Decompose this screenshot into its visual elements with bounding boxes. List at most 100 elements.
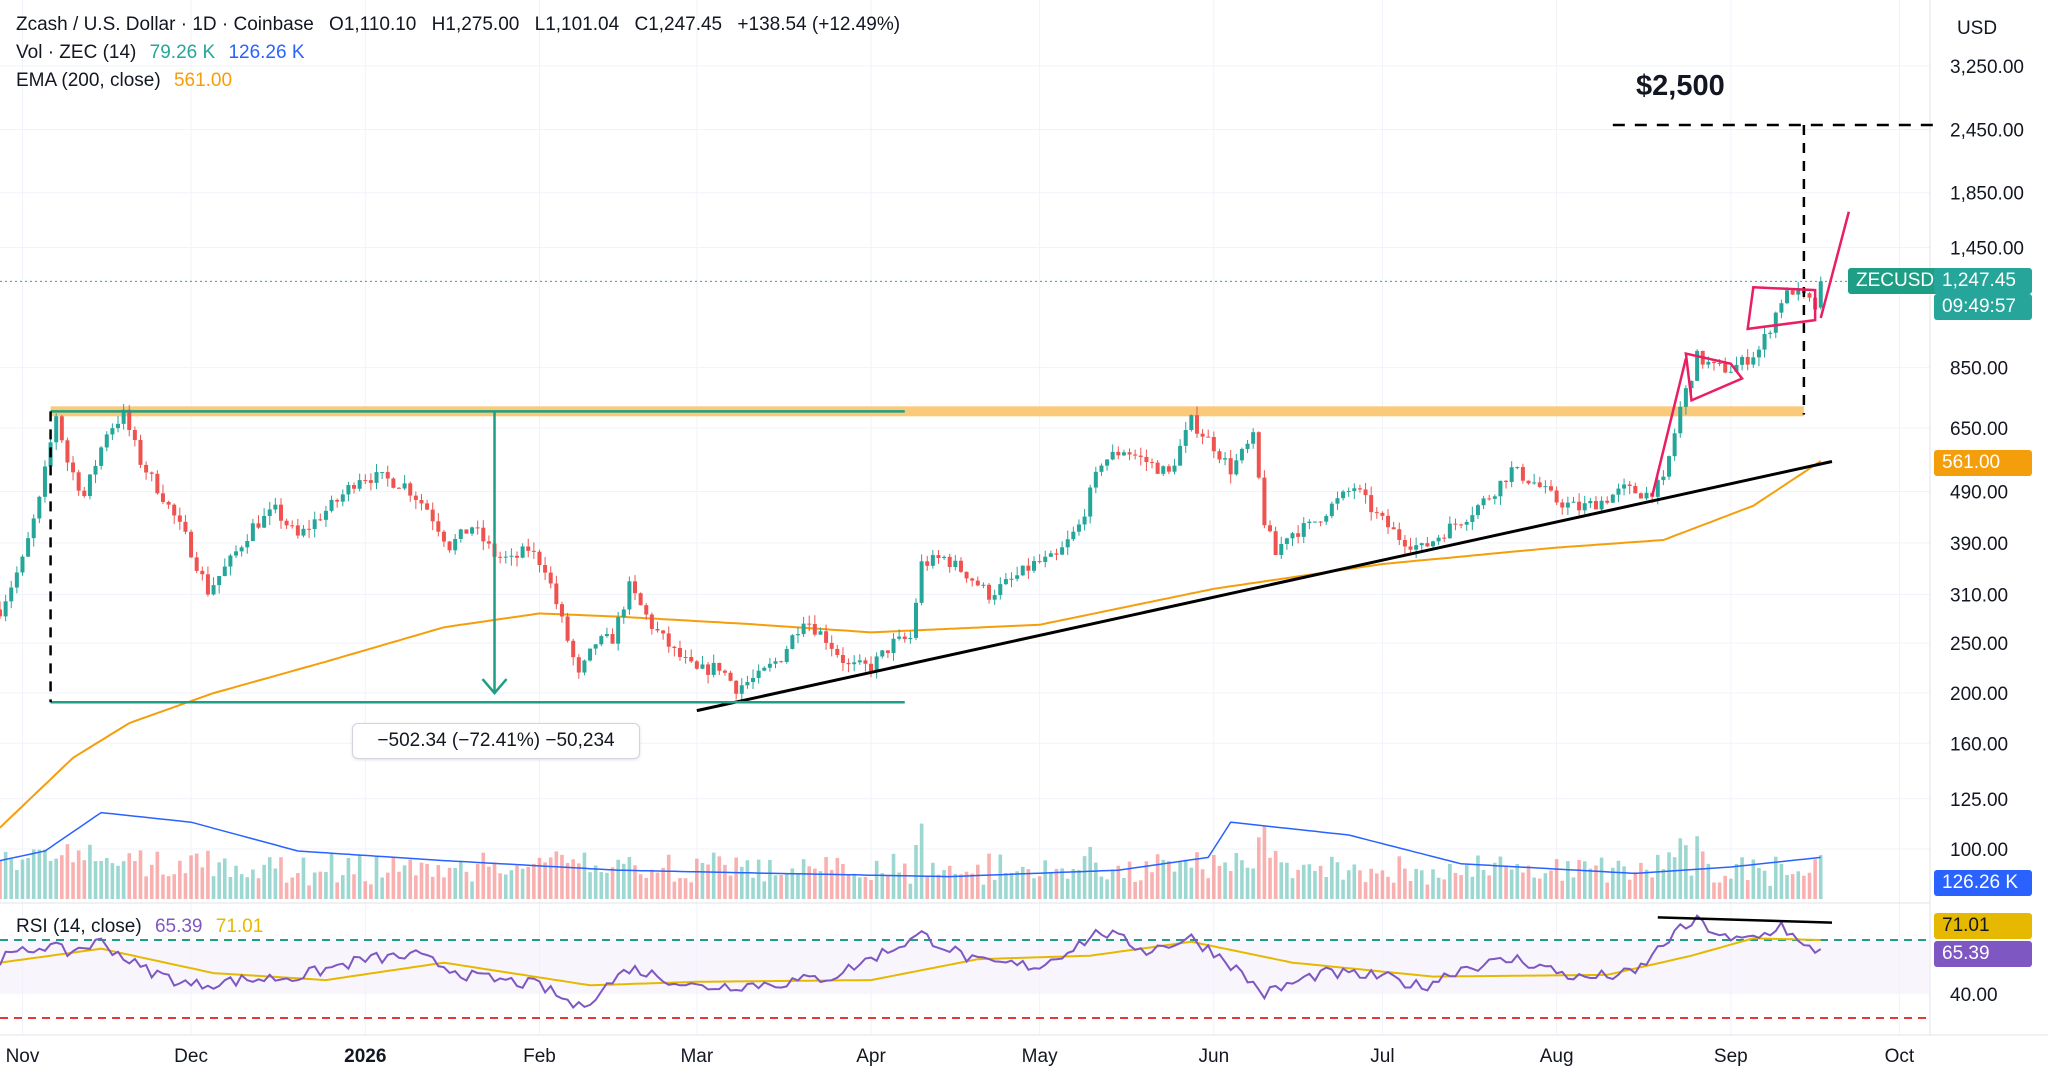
candle-body <box>76 472 81 491</box>
volume-bar <box>256 878 261 899</box>
candle-body <box>1425 543 1430 547</box>
volume-bar <box>1335 862 1340 899</box>
bull-flag-1 <box>1684 351 1745 403</box>
candle-body <box>604 633 609 637</box>
candle-body <box>807 623 812 625</box>
candle-body <box>1133 454 1138 456</box>
candle-body <box>1037 561 1042 563</box>
volume-bar <box>1161 859 1166 899</box>
candle-body <box>936 555 941 559</box>
volume-bar <box>1228 871 1233 899</box>
candle-body <box>194 557 199 571</box>
volume-bar <box>54 858 58 899</box>
volume-bar <box>756 859 761 899</box>
candle-body <box>1251 432 1256 444</box>
candle-body <box>503 556 508 558</box>
candle-body <box>1638 493 1643 499</box>
volume-bar <box>31 849 36 899</box>
volume-bar <box>1448 864 1452 899</box>
volume-bar <box>1200 869 1205 899</box>
candle-body <box>486 541 491 544</box>
volume-bar <box>1549 870 1553 899</box>
candle-body <box>1020 565 1025 576</box>
candle-body <box>1593 500 1598 510</box>
volume-bar <box>1414 868 1418 899</box>
volume-bar <box>886 875 890 899</box>
volume-bar <box>537 857 542 899</box>
volume-bar <box>1616 860 1621 899</box>
volume-bar <box>374 856 379 899</box>
volume-bar <box>610 867 615 899</box>
candle-body <box>1301 523 1306 537</box>
flag-breakout <box>1819 211 1851 319</box>
volume-bar <box>650 869 654 899</box>
volume-bar <box>588 872 592 899</box>
volume-bar <box>273 868 278 899</box>
volume-bar <box>1481 870 1486 899</box>
volume-bar <box>1268 857 1272 899</box>
time-axis-label: 2026 <box>344 1046 386 1067</box>
candle-body <box>1284 538 1289 545</box>
price-axis-label: 250.00 <box>1950 634 2008 655</box>
volume-bar <box>1633 872 1638 899</box>
candle-body <box>1537 482 1542 487</box>
volume-bar <box>1779 863 1784 899</box>
candle-body <box>110 428 115 435</box>
candle-body <box>773 661 778 664</box>
candle-body <box>278 504 283 521</box>
candle-body <box>812 623 817 635</box>
candle-body <box>1211 437 1216 452</box>
volume-bar <box>835 857 840 899</box>
volume-bar <box>666 854 671 899</box>
candle-body <box>1430 541 1435 547</box>
volume-bar <box>981 884 986 899</box>
candle-body <box>1076 524 1081 532</box>
currency-selector[interactable]: USD <box>1948 16 2006 42</box>
volume-bar <box>419 862 424 899</box>
candle-body <box>1144 456 1149 463</box>
volume-bar <box>908 883 913 899</box>
candle-body <box>1756 349 1761 358</box>
volume-bar <box>1386 876 1390 899</box>
volume-bar <box>430 876 435 899</box>
candle-body <box>104 434 109 448</box>
candle-body <box>1127 452 1132 455</box>
candle-body <box>1161 466 1166 474</box>
volume-bar <box>1330 856 1334 899</box>
candle-body <box>1475 505 1480 516</box>
candle-body <box>1245 443 1250 449</box>
volume-bar <box>1172 871 1177 899</box>
candle-body <box>1610 494 1615 503</box>
volume-bar <box>1537 878 1542 899</box>
ticker-tag: ZECUSD <box>1848 268 1943 294</box>
volume-bar <box>509 870 514 899</box>
volume-bar <box>1071 868 1076 899</box>
time-axis-label: Feb <box>523 1046 556 1067</box>
volume-bar <box>459 860 463 899</box>
candle-body <box>239 547 244 552</box>
volume-bar <box>284 882 289 899</box>
volume-bar <box>1380 870 1385 899</box>
candle-body <box>20 556 25 573</box>
candle-body <box>352 485 357 489</box>
candle-body <box>795 634 800 636</box>
candle-body <box>290 525 295 527</box>
price-axis-label: 160.00 <box>1950 734 2008 755</box>
volume-bar <box>3 851 8 899</box>
candle-body <box>318 519 323 521</box>
volume-bar <box>1341 879 1345 899</box>
candle-body <box>1683 388 1688 407</box>
price-axis-label: 1,450.00 <box>1950 239 2024 260</box>
candle-body <box>1616 488 1621 495</box>
volume-bar <box>357 854 362 899</box>
candle-body <box>1341 491 1346 499</box>
volume-bar <box>1487 875 1491 899</box>
candle-body <box>1571 501 1576 503</box>
volume-bar <box>1611 867 1615 899</box>
volume-bar <box>1223 862 1227 899</box>
candle-body <box>1470 515 1475 522</box>
candle-body <box>897 636 902 639</box>
volume-bar <box>290 877 295 899</box>
volume-bar <box>813 868 817 899</box>
